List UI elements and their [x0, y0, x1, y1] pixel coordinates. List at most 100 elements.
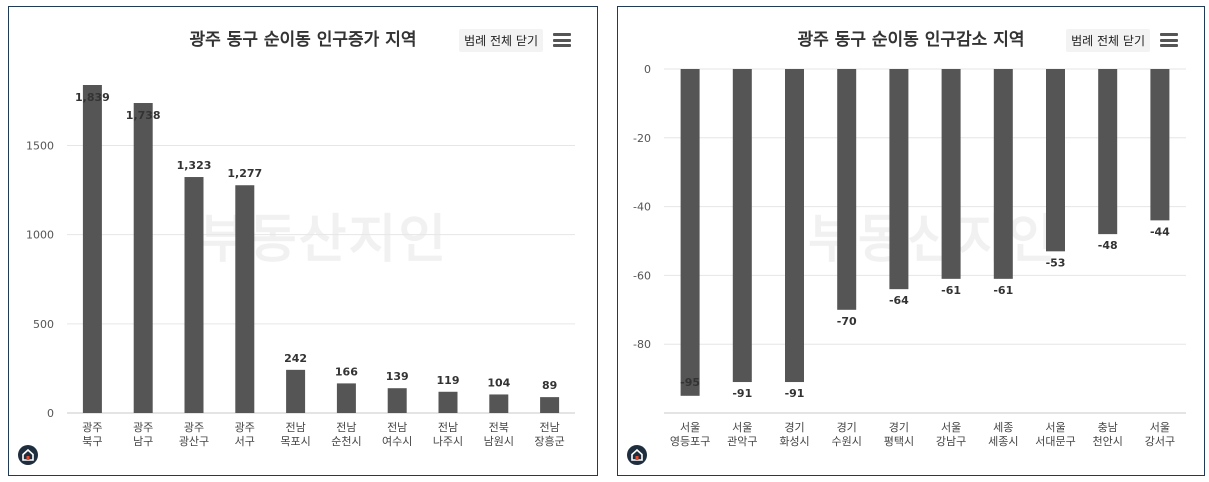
data-label: 139 — [386, 370, 409, 383]
x-tick-label: 화성시 — [779, 435, 809, 448]
data-label: -48 — [1098, 239, 1118, 252]
x-tick-label: 평택시 — [884, 435, 914, 448]
home-logo-icon[interactable] — [627, 445, 647, 465]
home-logo-icon[interactable] — [18, 445, 38, 465]
data-label: 119 — [437, 374, 460, 387]
y-tick-label: 500 — [33, 318, 54, 331]
x-tick-label: 남구 — [133, 435, 153, 448]
y-tick-label: 1000 — [26, 229, 54, 242]
data-label: 1,277 — [227, 167, 262, 180]
x-tick-label: 전북 — [489, 421, 509, 434]
x-tick-label: 북구 — [82, 435, 102, 448]
x-tick-label: 서울 — [1045, 421, 1065, 434]
x-tick-label: 세종 — [993, 421, 1013, 434]
x-tick-label: 경기 — [837, 421, 857, 434]
x-tick-label: 서울 — [680, 421, 700, 434]
data-label: 104 — [487, 376, 510, 389]
data-label: -91 — [732, 387, 752, 400]
bar[interactable] — [489, 394, 509, 413]
legend-close-all-button[interactable]: 범례 전체 닫기 — [1066, 29, 1150, 52]
bar[interactable] — [993, 69, 1013, 279]
bar[interactable] — [837, 69, 857, 310]
x-tick-label: 전남 — [336, 421, 356, 434]
bar[interactable] — [82, 85, 102, 413]
x-tick-label: 전남 — [438, 421, 458, 434]
data-label: -64 — [889, 294, 909, 307]
x-tick-label: 여수시 — [382, 435, 412, 448]
x-tick-label: 강남구 — [936, 435, 966, 448]
bar[interactable] — [387, 388, 407, 413]
y-tick-label: -20 — [633, 132, 651, 145]
y-tick-label: 1500 — [26, 139, 54, 152]
x-tick-label: 장흥군 — [534, 434, 564, 448]
data-label: 166 — [335, 365, 358, 378]
x-tick-label: 서대문구 — [1035, 435, 1075, 448]
x-tick-label: 서울 — [1150, 421, 1170, 434]
x-tick-label: 순천시 — [331, 434, 361, 448]
legend-close-all-button[interactable]: 범례 전체 닫기 — [459, 29, 543, 52]
data-label: 1,839 — [75, 91, 110, 104]
data-label: -95 — [680, 376, 700, 389]
bar[interactable] — [680, 69, 700, 396]
data-label: -53 — [1046, 256, 1066, 269]
data-label: -91 — [785, 387, 805, 400]
x-tick-label: 나주시 — [433, 435, 463, 448]
x-tick-label: 충남 — [1098, 421, 1118, 434]
bar[interactable] — [785, 69, 804, 383]
bar[interactable] — [941, 69, 961, 279]
data-label: 1,738 — [126, 109, 161, 122]
bar[interactable] — [336, 383, 356, 413]
bar[interactable] — [235, 185, 255, 413]
x-tick-label: 서울 — [732, 421, 752, 434]
y-tick-label: -80 — [633, 338, 651, 351]
x-tick-label: 영등포구 — [670, 435, 710, 448]
bar[interactable] — [133, 103, 153, 414]
bar[interactable] — [1098, 69, 1118, 235]
hamburger-menu-icon[interactable] — [553, 33, 571, 47]
chart-title: 광주 동구 순이동 인구증가 지역 — [189, 30, 417, 50]
data-label: 89 — [542, 379, 557, 392]
x-tick-label: 경기 — [889, 421, 909, 434]
data-label: -61 — [993, 284, 1013, 297]
bar[interactable] — [1046, 69, 1065, 252]
x-tick-label: 광산구 — [179, 435, 209, 448]
x-tick-label: 세종시 — [988, 435, 1018, 448]
data-label: -44 — [1150, 225, 1170, 238]
x-tick-label: 광주 — [235, 421, 255, 434]
bar[interactable] — [1150, 69, 1170, 221]
y-tick-label: -60 — [633, 269, 651, 282]
y-tick-label: -40 — [633, 201, 651, 214]
x-tick-label: 천안시 — [1093, 434, 1123, 448]
data-label: 1,323 — [177, 159, 212, 172]
x-tick-label: 남원시 — [484, 435, 514, 448]
bar[interactable] — [540, 397, 560, 413]
x-tick-label: 광주 — [82, 421, 102, 434]
y-tick-label: 0 — [644, 63, 651, 76]
x-tick-label: 서울 — [941, 421, 961, 434]
x-tick-label: 광주 — [133, 421, 153, 434]
x-tick-label: 수원시 — [832, 435, 862, 448]
x-tick-label: 경기 — [784, 421, 804, 434]
data-label: -70 — [837, 315, 857, 328]
bar[interactable] — [184, 177, 204, 413]
x-tick-label: 서구 — [235, 435, 255, 448]
chart-panel-decrease: 광주 동구 순이동 인구감소 지역 범례 전체 닫기 부동산지인 0 -20 -40… — [617, 6, 1205, 476]
hamburger-menu-icon[interactable] — [1160, 33, 1178, 47]
data-label: -61 — [941, 284, 961, 297]
bar[interactable] — [889, 69, 909, 290]
bar[interactable] — [438, 391, 458, 413]
chart-title: 광주 동구 순이동 인구감소 지역 — [797, 30, 1025, 50]
data-label: 242 — [284, 352, 307, 365]
chart-panel-increase: 광주 동구 순이동 인구증가 지역 범례 전체 닫기 부동산지인 0 500 100… — [8, 6, 598, 476]
x-tick-label: 강서구 — [1145, 435, 1175, 448]
x-tick-label: 광주 — [184, 421, 204, 434]
y-tick-label: 0 — [47, 407, 54, 420]
bar[interactable] — [286, 369, 306, 413]
x-tick-label: 목포시 — [280, 435, 310, 448]
x-tick-label: 전남 — [285, 421, 305, 434]
x-tick-label: 전남 — [539, 421, 559, 434]
x-tick-label: 전남 — [387, 421, 407, 434]
bar[interactable] — [732, 69, 752, 383]
